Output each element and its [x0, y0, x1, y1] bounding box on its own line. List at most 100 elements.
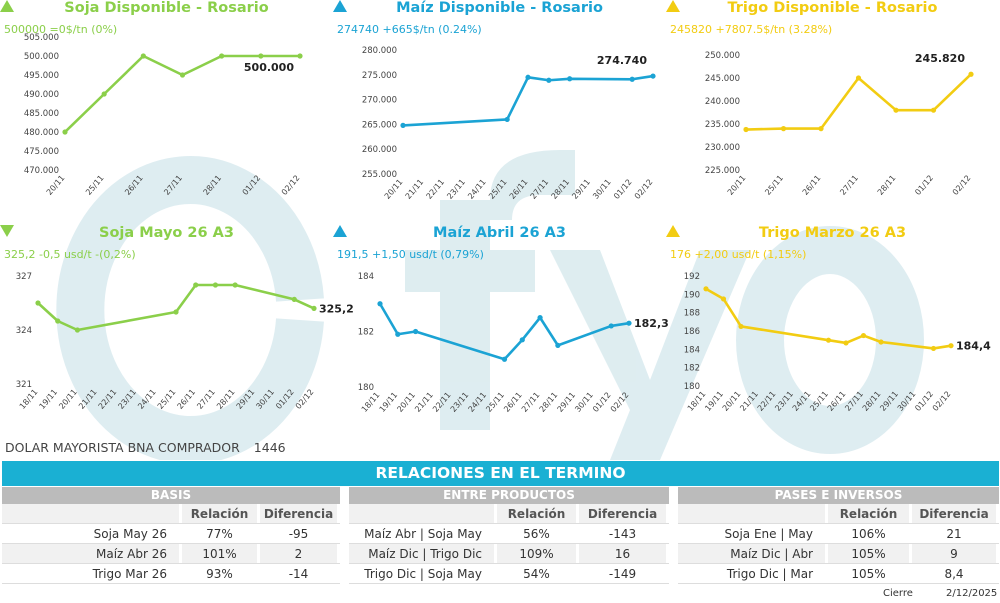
last-value-label: 182,3 — [634, 317, 669, 330]
y-tick-label: 324 — [16, 326, 32, 336]
relaciones-banner: RELACIONES EN EL TERMINO — [2, 461, 999, 486]
panel-subtitle: 500000 =0$/tn (0%) — [4, 23, 118, 36]
x-tick-label: 02/12 — [951, 174, 973, 197]
data-point — [843, 340, 849, 346]
table-row: Trigo Mar 26 93% -14 — [2, 564, 340, 584]
x-tick-label: 02/12 — [294, 388, 316, 411]
row-diferencia: -149 — [579, 564, 669, 583]
y-tick-label: 265.000 — [362, 120, 397, 130]
data-point — [258, 53, 264, 59]
y-tick-label: 505.000 — [24, 33, 59, 43]
dolar-mayorista: DOLAR MAYORISTA BNA COMPRADOR 1446 — [5, 440, 286, 455]
panel-title: Trigo Disponible - Rosario — [666, 0, 999, 16]
x-tick-label: 29/11 — [235, 388, 257, 411]
panel-subtitle: 274740 +665$/tn (0.24%) — [337, 23, 482, 36]
x-tick-label: 24/11 — [466, 178, 488, 201]
x-tick-label: 26/11 — [176, 388, 198, 411]
y-tick-label: 470.000 — [24, 166, 59, 176]
line-chart: 225.000 230.000 235.000 240.000 245.000 250.0… — [705, 51, 974, 197]
last-value-label: 500.000 — [244, 61, 294, 74]
row-diferencia: 21 — [912, 524, 999, 543]
x-tick-label: 30/11 — [573, 391, 595, 414]
y-tick-label: 321 — [16, 380, 32, 390]
data-point — [232, 282, 238, 288]
x-tick-label: 28/11 — [549, 178, 571, 201]
header-diferencia: Diferencia — [912, 504, 999, 523]
y-tick-label: 500.000 — [24, 52, 59, 62]
y-tick-label: 280.000 — [362, 46, 397, 56]
x-tick-label: 19/11 — [703, 390, 725, 413]
header-relacion: Relación — [497, 504, 579, 523]
data-point — [55, 318, 61, 324]
panel-subtitle: 191,5 +1,50 usd/t (0,79%) — [337, 248, 484, 261]
row-name: Maíz Dic | Abr — [678, 544, 828, 563]
y-tick-label: 230.000 — [705, 143, 740, 153]
x-tick-label: 30/11 — [254, 388, 276, 411]
y-tick-label: 245.000 — [705, 74, 740, 84]
x-tick-label: 25/11 — [484, 391, 506, 414]
row-name: Soja Ene | May — [678, 524, 828, 543]
x-tick-label: 24/11 — [136, 388, 158, 411]
panel-title: Maíz Disponible - Rosario — [333, 0, 666, 16]
panel-maiz-disponible: Maíz Disponible - Rosario 274740 +665$/t… — [333, 0, 666, 225]
y-tick-label: 235.000 — [705, 120, 740, 130]
x-tick-label: 22/11 — [97, 388, 119, 411]
data-point — [860, 332, 867, 339]
data-point — [738, 323, 744, 330]
x-tick-label: 27/11 — [520, 391, 542, 414]
panel-subtitle: 245820 +7807.5$/tn (3.28%) — [670, 23, 833, 36]
data-point — [291, 296, 297, 302]
series-line — [745, 73, 972, 131]
x-tick-label: 21/11 — [404, 178, 426, 201]
data-point — [567, 76, 573, 82]
y-tick-label: 192 — [684, 272, 700, 282]
y-tick-label: 255.000 — [362, 170, 397, 180]
x-tick-label: 20/11 — [726, 174, 748, 197]
row-relacion: 54% — [497, 564, 579, 583]
data-point — [818, 126, 824, 132]
data-point — [780, 126, 787, 132]
y-tick-label: 495.000 — [24, 71, 59, 81]
row-relacion: 105% — [828, 544, 912, 563]
row-relacion: 106% — [828, 524, 912, 543]
data-point — [930, 107, 937, 113]
panel-title-text: Maíz Disponible - Rosario — [396, 0, 603, 16]
table-row: Trigo Dic | Mar 105% 8,4 — [678, 564, 999, 584]
data-point — [519, 337, 525, 343]
y-tick-label: 270.000 — [362, 96, 397, 106]
x-tick-label: 01/12 — [274, 388, 296, 411]
y-tick-label: 184 — [358, 272, 374, 282]
row-diferencia: 8,4 — [912, 564, 999, 583]
table-row: Maíz Dic | Trigo Dic 109% 16 — [349, 544, 669, 564]
x-tick-label: 21/11 — [77, 388, 99, 411]
data-point — [140, 53, 146, 59]
x-tick-label: 26/11 — [123, 174, 145, 197]
y-tick-label: 480.000 — [24, 128, 59, 138]
data-point — [212, 282, 219, 288]
data-point — [948, 343, 954, 349]
series-line — [37, 283, 315, 332]
x-tick-label: 20/11 — [57, 388, 79, 411]
x-tick-label: 27/11 — [162, 174, 184, 197]
data-point — [412, 328, 419, 335]
row-relacion: 93% — [182, 564, 260, 583]
x-tick-label: 19/11 — [38, 388, 60, 411]
table-body: Relación Diferencia Soja Ene | May 106% … — [678, 504, 999, 584]
x-tick-label: 22/11 — [424, 178, 446, 201]
panel-title: Soja Mayo 26 A3 — [0, 225, 333, 241]
row-relacion: 56% — [497, 524, 579, 543]
data-point — [720, 296, 727, 302]
panel-trigo-marzo: Trigo Marzo 26 A3 176 +2,00 usd/t (1,15%… — [666, 225, 999, 450]
data-point — [878, 339, 884, 345]
y-tick-label: 182 — [684, 364, 700, 374]
row-diferencia: 16 — [579, 544, 669, 563]
table-row: Soja Ene | May 106% 21 — [678, 524, 999, 544]
data-point — [62, 129, 68, 135]
x-tick-label: 30/11 — [896, 390, 918, 413]
panel-title-text: Trigo Marzo 26 A3 — [758, 225, 907, 241]
x-tick-label: 22/11 — [431, 391, 453, 414]
data-point — [173, 309, 179, 315]
x-tick-label: 28/11 — [538, 391, 560, 414]
row-diferencia: 9 — [912, 544, 999, 563]
x-tick-label: 23/11 — [445, 178, 467, 201]
